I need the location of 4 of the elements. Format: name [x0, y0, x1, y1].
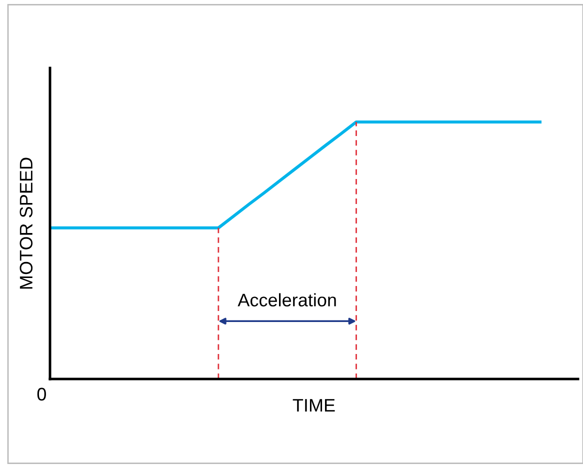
x-axis-title: TIME	[292, 399, 335, 412]
y-axis-title: MOTOR SPEED	[20, 158, 33, 289]
text: 0	[37, 388, 46, 401]
annotation: Acceleration	[238, 293, 336, 306]
